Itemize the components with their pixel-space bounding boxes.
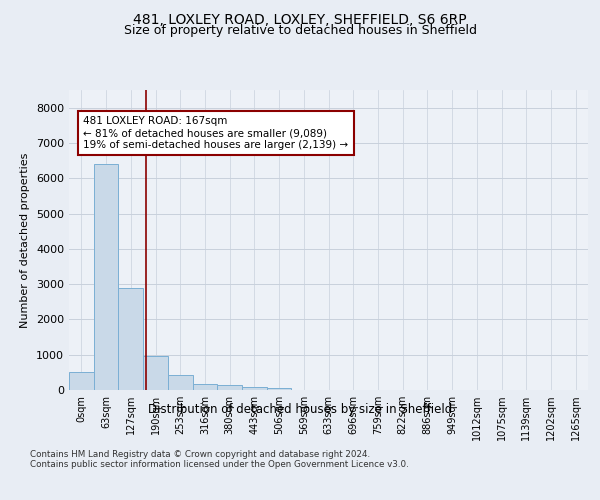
Text: 481 LOXLEY ROAD: 167sqm
← 81% of detached houses are smaller (9,089)
19% of semi: 481 LOXLEY ROAD: 167sqm ← 81% of detache…: [83, 116, 349, 150]
Bar: [267, 388, 292, 390]
Text: Contains HM Land Registry data © Crown copyright and database right 2024.
Contai: Contains HM Land Registry data © Crown c…: [30, 450, 409, 469]
Bar: [94, 164, 118, 390]
Bar: [193, 384, 217, 390]
Bar: [217, 386, 242, 390]
Bar: [69, 372, 94, 390]
Bar: [168, 375, 193, 390]
Y-axis label: Number of detached properties: Number of detached properties: [20, 152, 31, 328]
Bar: [242, 387, 267, 390]
Bar: [118, 288, 143, 390]
Text: Distribution of detached houses by size in Sheffield: Distribution of detached houses by size …: [148, 402, 452, 415]
Text: Size of property relative to detached houses in Sheffield: Size of property relative to detached ho…: [124, 24, 476, 37]
Text: 481, LOXLEY ROAD, LOXLEY, SHEFFIELD, S6 6RP: 481, LOXLEY ROAD, LOXLEY, SHEFFIELD, S6 …: [133, 12, 467, 26]
Bar: [143, 356, 168, 390]
